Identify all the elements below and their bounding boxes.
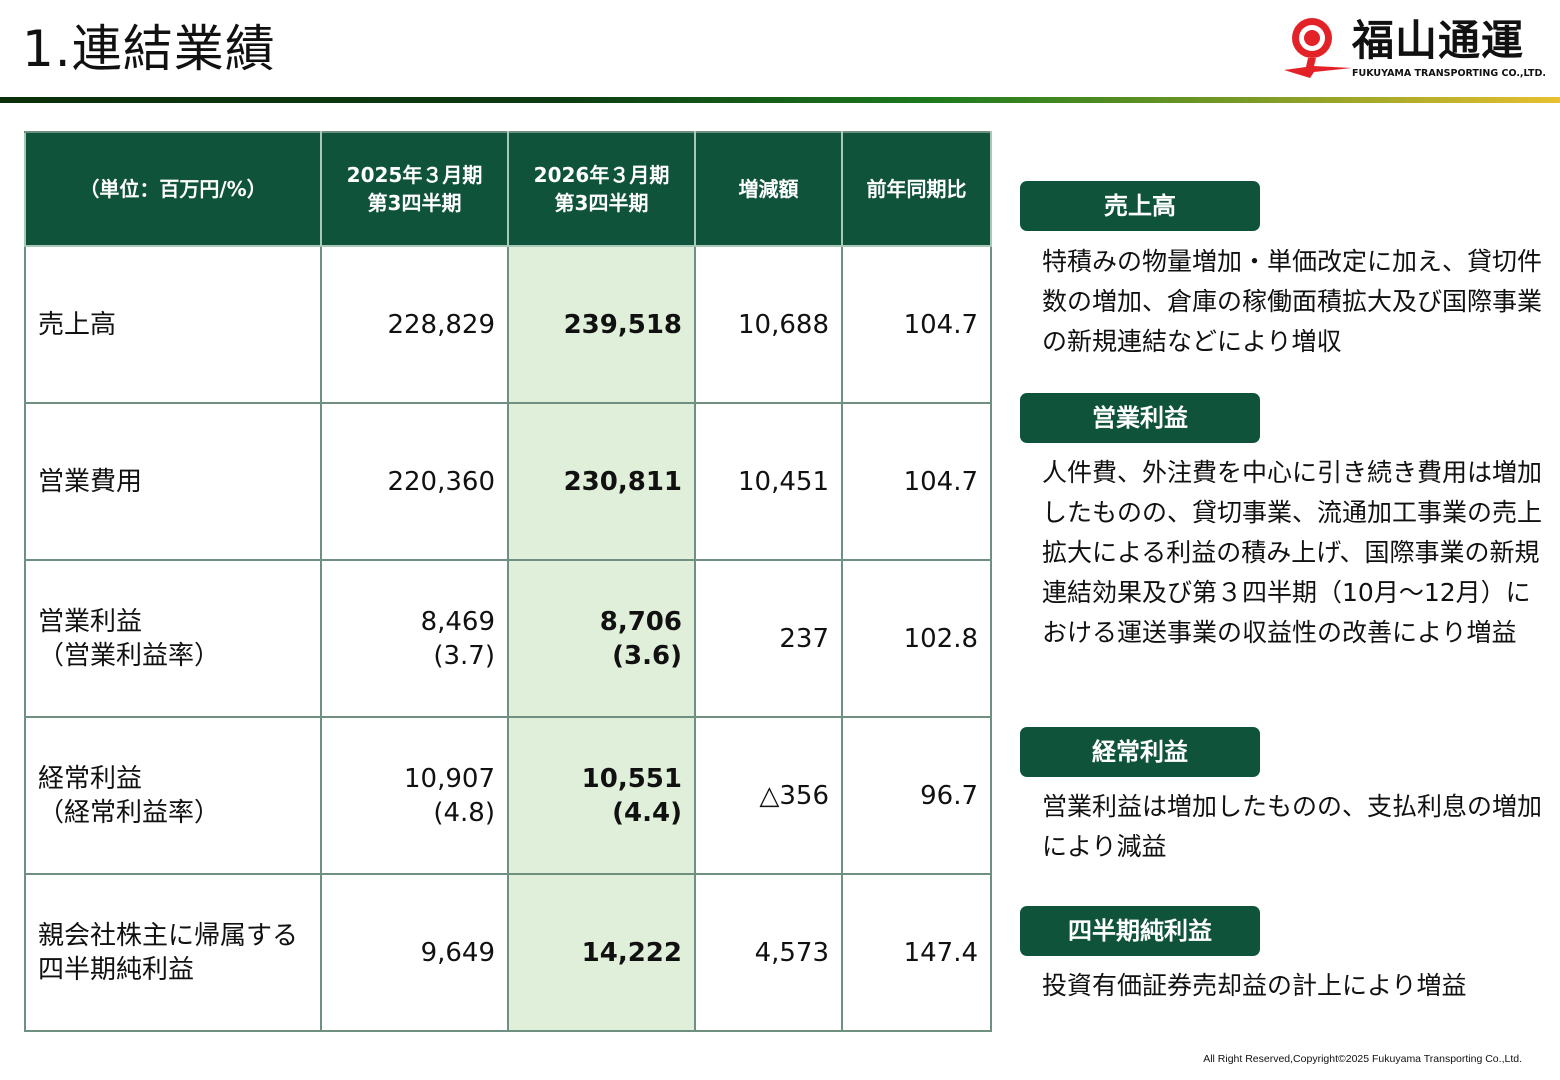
- col-header-yoy: 前年同期比: [841, 131, 992, 247]
- change-value: △356: [694, 716, 843, 875]
- consolidated-results-table: （単位：百万円/%） 2025年３月期 第3四半期 2026年３月期 第3四半期…: [24, 131, 992, 1032]
- col-header-curr-period: 2026年３月期 第3四半期: [507, 131, 696, 247]
- curr-value: 230,811: [507, 402, 696, 561]
- section-text-operating-income: 人件費、外注費を中心に引き続き費用は増加したものの、貸切事業、流通加工事業の売上…: [1042, 458, 1543, 647]
- section-badge-net-sales: 売上高: [1020, 181, 1260, 231]
- curr-value: 239,518: [507, 245, 696, 404]
- yoy-value: 104.7: [841, 245, 992, 404]
- row-label: 売上高: [24, 245, 322, 404]
- yoy-value: 104.7: [841, 402, 992, 561]
- section-badge-ordinary-income: 経常利益: [1020, 727, 1260, 777]
- row-label: 親会社株主に帰属する 四半期純利益: [24, 873, 322, 1032]
- copyright-footer: All Right Reserved,Copyright©2025 Fukuya…: [1203, 1053, 1522, 1065]
- section-text-ordinary-income: 営業利益は増加したものの、支払利息の増加により減益: [1042, 792, 1543, 861]
- section-text-quarterly-net-income: 投資有価証券売却益の計上により増益: [1042, 971, 1467, 1000]
- page-title: 1.連結業績: [22, 20, 276, 78]
- logo-name-jp: 福山通運: [1352, 16, 1525, 65]
- logo-name-en: FUKUYAMA TRANSPORTING CO.,LTD.: [1352, 68, 1546, 79]
- curr-value: 8,706 (3.6): [507, 559, 696, 718]
- logo-target-icon: [1284, 18, 1352, 78]
- curr-value: 14,222: [507, 873, 696, 1032]
- col-header-prev-period: 2025年３月期 第3四半期: [320, 131, 509, 247]
- table-row-ordinary-income: 経常利益 （経常利益率） 10,907 (4.8) 10,551 (4.4) △…: [24, 716, 992, 875]
- table-header-row: （単位：百万円/%） 2025年３月期 第3四半期 2026年３月期 第3四半期…: [24, 131, 992, 247]
- table-row-operating-expenses: 営業費用 220,360 230,811 10,451 104.7: [24, 402, 992, 561]
- prev-value: 220,360: [320, 402, 509, 561]
- yoy-value: 147.4: [841, 873, 992, 1032]
- prev-value: 228,829: [320, 245, 509, 404]
- row-label: 営業利益 （営業利益率）: [24, 559, 322, 718]
- section-text-net-sales: 特積みの物量増加・単価改定に加え、貸切件数の増加、倉庫の稼働面積拡大及び国際事業…: [1042, 247, 1543, 356]
- col-header-change: 増減額: [694, 131, 843, 247]
- change-value: 4,573: [694, 873, 843, 1032]
- prev-value: 9,649: [320, 873, 509, 1032]
- table-row-net-income: 親会社株主に帰属する 四半期純利益 9,649 14,222 4,573 147…: [24, 873, 992, 1032]
- yoy-value: 96.7: [841, 716, 992, 875]
- prev-value: 8,469 (3.7): [320, 559, 509, 718]
- row-label: 営業費用: [24, 402, 322, 561]
- change-value: 237: [694, 559, 843, 718]
- col-header-unit: （単位：百万円/%）: [24, 131, 322, 247]
- row-label: 経常利益 （経常利益率）: [24, 716, 322, 875]
- change-value: 10,688: [694, 245, 843, 404]
- section-badge-quarterly-net-income: 四半期純利益: [1020, 906, 1260, 956]
- table-row-operating-income: 営業利益 （営業利益率） 8,469 (3.7) 8,706 (3.6) 237…: [24, 559, 992, 718]
- change-value: 10,451: [694, 402, 843, 561]
- header-divider: [0, 97, 1560, 103]
- curr-value: 10,551 (4.4): [507, 716, 696, 875]
- section-badge-operating-income: 営業利益: [1020, 393, 1260, 443]
- yoy-value: 102.8: [841, 559, 992, 718]
- table-row-net-sales: 売上高 228,829 239,518 10,688 104.7: [24, 245, 992, 404]
- company-logo: 福山通運 FUKUYAMA TRANSPORTING CO.,LTD.: [1280, 14, 1546, 84]
- prev-value: 10,907 (4.8): [320, 716, 509, 875]
